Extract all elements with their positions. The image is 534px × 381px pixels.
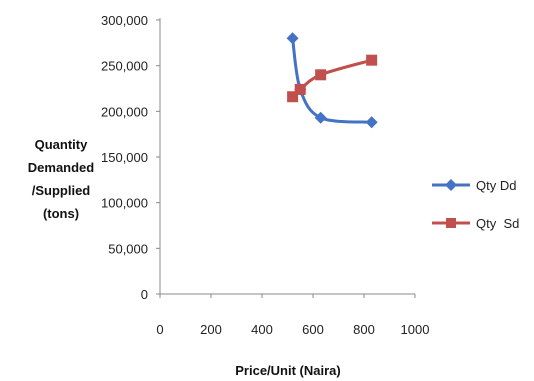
legend-item-qty-sd: Qty Sd	[432, 216, 519, 231]
x-tick-label: 1000	[401, 322, 430, 337]
y-axis-title-line-2: Demanded	[28, 160, 95, 175]
legend-label-qty-dd: Qty Dd	[476, 178, 516, 193]
y-tick-label: 250,000	[101, 59, 148, 74]
series-layer	[286, 32, 378, 129]
legend-label-qty-sd: Qty Sd	[476, 216, 519, 231]
y-tick-label: 100,000	[101, 196, 148, 211]
legend-marker-diamond-icon	[445, 179, 457, 191]
y-tick-label: 200,000	[101, 104, 148, 119]
legend-marker-square-icon	[446, 218, 456, 228]
y-axis-title-line-3: /Supplied	[32, 183, 91, 198]
x-tick-label: 0	[156, 322, 163, 337]
x-tick-label: 800	[353, 322, 375, 337]
data-point-qty-dd	[365, 116, 378, 129]
x-tick-label: 200	[200, 322, 222, 337]
x-tick-label: 600	[302, 322, 324, 337]
x-axis-ticks: 0 200 400 600 800 1000	[156, 294, 429, 337]
y-axis-title-line-4: (tons)	[43, 206, 79, 221]
series-line-qty-dd	[291, 38, 372, 124]
y-axis-ticks: 0 50,000 100,000 150,000 200,000 250,000 300,0…	[101, 13, 160, 302]
data-point-qty-dd	[286, 32, 299, 45]
y-tick-label: 0	[141, 287, 148, 302]
x-axis-title: Price/Unit (Naira)	[235, 363, 340, 378]
data-point-qty-sd	[315, 69, 327, 81]
data-point-qty-sd	[294, 83, 306, 95]
y-tick-label: 150,000	[101, 150, 148, 165]
y-axis-title-line-1: Quantity	[35, 137, 88, 152]
legend-item-qty-dd: Qty Dd	[432, 178, 516, 193]
legend: Qty Dd Qty Sd	[432, 178, 519, 231]
data-point-qty-sd	[366, 54, 378, 66]
data-point-qty-dd	[314, 111, 327, 124]
y-tick-label: 50,000	[108, 241, 148, 256]
y-tick-label: 300,000	[101, 13, 148, 28]
data-point-qty-sd	[287, 91, 299, 103]
x-tick-label: 400	[251, 322, 273, 337]
